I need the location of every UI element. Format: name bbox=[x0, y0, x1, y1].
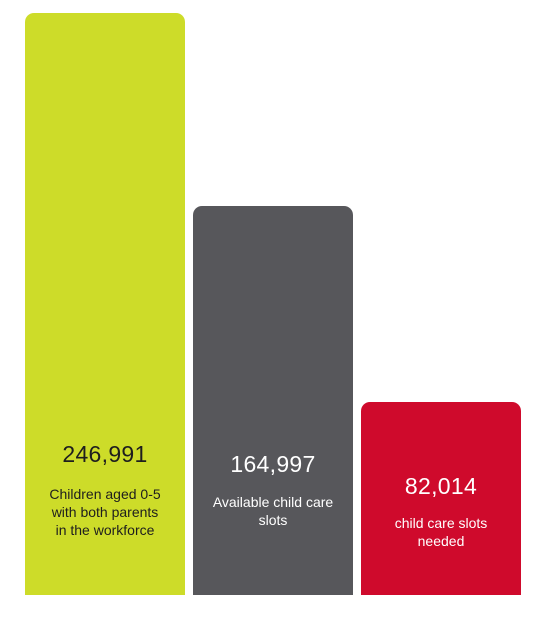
bar-category-label: child care slots needed bbox=[394, 515, 488, 549]
bar-value-label: 164,997 bbox=[230, 451, 316, 477]
bar-1: 246,991 Children aged 0-5 with both paren… bbox=[25, 13, 185, 595]
bar-value-label: 246,991 bbox=[62, 441, 148, 467]
bar-value-label: 82,014 bbox=[404, 473, 478, 499]
bar-3: 82,014 child care slots needed bbox=[361, 402, 521, 595]
bar-category-label: Available child care slots bbox=[212, 494, 334, 528]
bar-category-label: Children aged 0-5 with both parents in t… bbox=[49, 486, 161, 538]
bar-2: 164,997 Available child care slots bbox=[193, 206, 353, 595]
